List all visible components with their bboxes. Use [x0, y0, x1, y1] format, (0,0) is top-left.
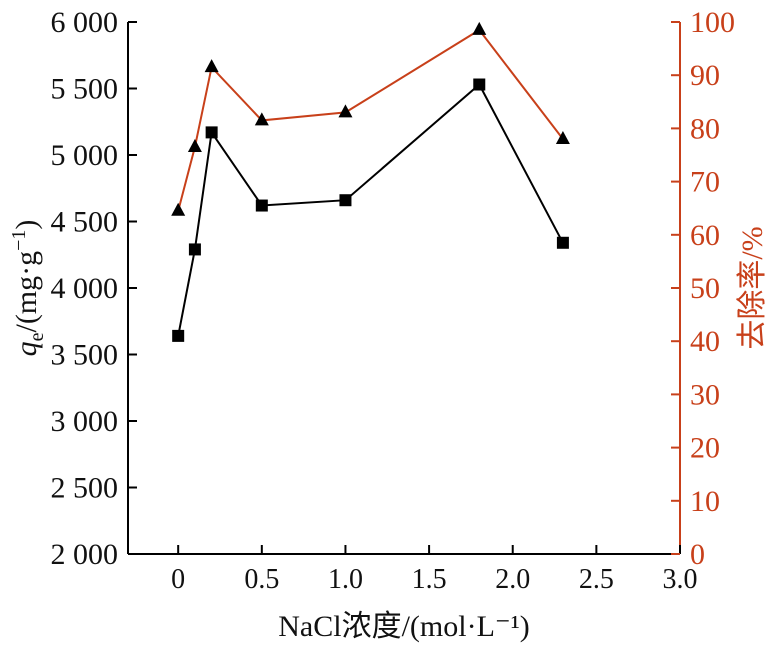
y-left-tick-label: 2 000 [51, 538, 119, 571]
y-left-ticks: 2 000 2 500 3 000 3 500 4 000 4 500 5 000 5 500… [51, 6, 137, 571]
y-right-tick-label: 100 [690, 6, 735, 39]
y-left-tick-label: 6 000 [51, 6, 119, 39]
x-axis-title: NaCl浓度/(mol·L⁻¹) [278, 610, 529, 643]
x-tick-label: 1.0 [328, 564, 363, 595]
y-right-tick-label: 80 [690, 112, 720, 145]
y-left-tick-label: 5 000 [51, 139, 119, 172]
y-right-tick-label: 70 [690, 166, 720, 199]
series-2-triangle-marker [338, 104, 353, 118]
x-tick-label: 3.0 [663, 564, 698, 595]
series-1-square-marker [205, 126, 218, 139]
y-left-axis-title: qe/(mg·g−1) [8, 220, 48, 357]
series-2-triangle-marker [555, 130, 570, 144]
y-left-tick-label: 4 000 [51, 272, 119, 305]
y-right-tick-label: 60 [690, 219, 720, 252]
series-1-line [177, 82, 564, 337]
y-left-title-superscript: −1 [8, 230, 30, 251]
y-left-tick-label: 3 000 [51, 405, 119, 438]
x-tick-label: 2.5 [579, 564, 614, 595]
y-left-tick-label: 2 500 [51, 472, 119, 505]
series-layer [171, 21, 570, 342]
y-right-tick-label: 40 [690, 325, 720, 358]
series-2-triangle-marker [204, 59, 219, 73]
series-2-triangle-marker [472, 21, 487, 35]
x-tick-label: 0.5 [244, 564, 279, 595]
series-1-square-marker [473, 78, 486, 91]
series-1-square-marker [556, 236, 569, 249]
y-right-tick-label: 30 [690, 378, 720, 411]
series-1-square-marker [339, 194, 352, 207]
x-tick-label: 2.0 [495, 564, 530, 595]
series-1-square-marker [255, 199, 268, 212]
y-right-tick-label: 10 [690, 485, 720, 518]
series-2-triangle-marker [187, 138, 202, 152]
series-2-line [177, 28, 564, 212]
y-left-tick-label: 5 500 [51, 73, 119, 106]
y-left-tick-label: 4 500 [51, 206, 119, 239]
y-right-axis-title: 去除率/% [736, 226, 769, 349]
y-right-tick-label: 50 [690, 272, 720, 305]
y-left-title-unit: /(mg·g [10, 251, 43, 333]
y-right-tick-label: 90 [690, 59, 720, 92]
x-tick-label: 1.5 [412, 564, 447, 595]
y-right-tick-label: 0 [690, 538, 705, 571]
y-left-tick-label: 3 500 [51, 339, 119, 372]
y-right-ticks: 0 10 20 30 40 50 60 70 80 90 100 [671, 6, 735, 571]
series-1-square-marker [188, 243, 201, 256]
y-left-title-subscript: e [26, 332, 48, 341]
series-1-square-marker [172, 329, 185, 342]
plot-area [127, 22, 681, 555]
series-2-triangle-marker [254, 112, 269, 126]
y-left-title-symbol: q [10, 341, 43, 356]
series-2-triangle-marker [171, 202, 186, 216]
y-left-title-close: ) [10, 220, 43, 230]
x-tick-label: 0 [171, 564, 185, 595]
y-right-tick-label: 20 [690, 432, 720, 465]
x-ticks: 0 0.5 1.0 1.5 2.0 2.5 3.0 [171, 545, 698, 595]
